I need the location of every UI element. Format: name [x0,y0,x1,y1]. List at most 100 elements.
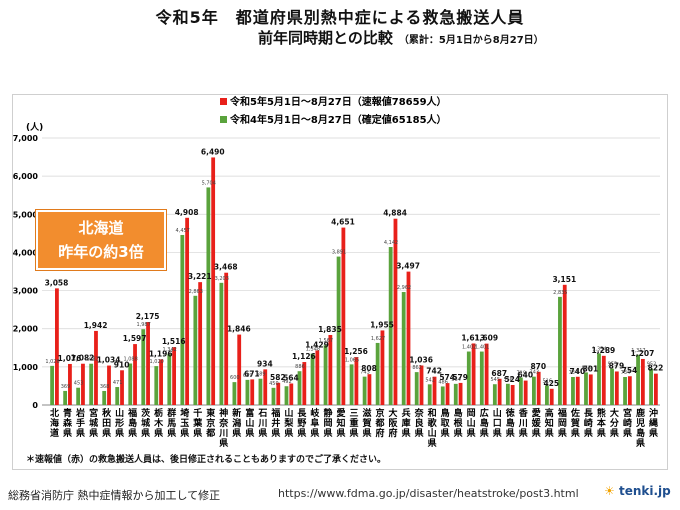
value-label-r4: 4,457 [176,228,190,234]
bar-r5 [393,218,398,405]
bar-r4 [297,371,302,405]
bar-r4 [414,372,419,405]
bar-r4 [362,376,367,405]
category-label: 北海道 [50,407,59,439]
bar-r4 [479,351,484,405]
value-label-r5: 2,175 [136,312,160,321]
bar-r5 [211,157,216,405]
value-label-r5: 1,256 [344,347,368,356]
bar-r5 [406,271,411,405]
category-label: 香川県 [518,407,529,439]
bar-r5 [419,365,424,405]
bar-r5 [133,344,137,405]
value-label-r4: 734 [569,370,579,376]
category-label: 山形県 [115,407,124,439]
bar-r4 [401,292,406,405]
value-label-r4: 659 [243,373,253,379]
category-label: 長野県 [297,408,307,439]
bar-r5 [107,365,111,405]
category-label: 石川県 [257,408,267,439]
value-label-r5: 524 [504,375,520,384]
value-label-r5: 3,468 [214,263,238,272]
category-label: 岩手県 [75,407,85,439]
bar-r4 [518,377,523,405]
value-label-r5: 564 [283,373,299,382]
bar-r4 [336,256,341,405]
value-label-r4: 743 [360,370,370,376]
value-label-r4: 453 [74,381,84,387]
value-label-r4: 1,627 [371,336,385,342]
category-label: 福井県 [270,407,280,439]
value-label-r4: 719 [517,371,527,377]
bar-r4 [649,368,653,405]
hokkaido-callout: 北海道 昨年の約3倍 [36,210,166,270]
bar-r4 [349,364,354,405]
value-label-r5: 1,835 [318,325,342,334]
bar-r4 [232,382,237,405]
category-label: 福島県 [127,407,137,439]
value-label-r4: 600 [230,375,240,381]
value-label-r4: 3,891 [332,250,346,256]
category-label: 静岡県 [323,407,332,439]
value-label-r4: 2,863 [189,289,203,295]
value-label-r4: 492 [282,379,292,385]
category-label: 新潟県 [232,407,241,439]
y-tick-label: 6,000 [13,172,39,181]
bar-r5 [575,376,580,405]
category-label: 大阪府 [389,407,399,439]
value-label-r5: 1,516 [162,337,186,346]
y-axis-unit: (人) [26,121,43,133]
value-label-r5: 1,036 [409,355,433,364]
value-label-r5: 1,082 [71,354,95,363]
value-label-r4: 743 [530,370,540,376]
value-label-r4: 1,342 [163,347,177,353]
value-label-r5: 1,207 [631,349,655,358]
bar-r5 [237,334,242,405]
value-label-r5: 822 [648,364,664,373]
category-label: 熊本県 [597,407,607,439]
value-label-r4: 450 [269,381,279,387]
value-label-r5: 1,196 [149,349,173,358]
y-tick-label: 7,000 [13,134,39,143]
footnote: ＊速報値（赤）の救急搬送人員は、後日修正されることもありますのでご了承ください。 [26,455,387,465]
category-label: 山口県 [493,407,502,439]
bar-r4 [623,377,627,405]
value-label-r4: 689 [256,372,266,378]
value-label-r5: 1,597 [123,334,147,343]
bar-r5 [328,335,333,405]
category-label: 鳥取県 [441,407,451,439]
bar-r5 [81,363,85,405]
category-label: 福岡県 [557,407,567,439]
bar-r5 [94,330,98,405]
value-label-r5: 671 [244,369,260,378]
bar-r5 [289,383,294,405]
value-label-r4: 2,835 [553,290,567,296]
bar-r4 [375,342,380,405]
bar-r4 [531,376,536,405]
value-label-r4: 545 [490,377,500,383]
source-url[interactable]: https://www.fdma.go.jp/disaster/heatstro… [278,487,579,500]
category-label: 群馬県 [166,407,176,439]
category-label: 沖縄県 [649,407,658,439]
category-label: 埼玉県 [180,407,189,439]
bar-r4 [453,383,458,405]
bar-r5 [614,371,619,405]
bar-r5 [159,359,163,405]
bar-r5 [367,374,372,405]
chart-subtitle: 前年同時期との比較 （累計：5月1日から8月27日） [258,29,544,47]
category-label: 滋賀県 [362,407,372,439]
bar-r5 [549,388,554,405]
category-label: 愛知県 [335,407,345,439]
bar-r4 [545,385,549,405]
legend-label-r4: 令和4年5月1日～8月27日（確定値65185人） [229,113,447,126]
y-tick-label: 1,000 [13,363,39,372]
value-label-r5: 934 [257,359,273,368]
category-label: 鹿児島県 [635,407,645,449]
value-label-r4: 1,082 [84,357,98,363]
value-label-r5: 4,651 [331,218,355,227]
bar-r5 [458,382,463,405]
bar-r5 [146,322,150,405]
category-label: 奈良県 [414,407,425,439]
value-label-r5: 4,908 [175,208,199,217]
category-label: 高知県 [544,407,554,439]
